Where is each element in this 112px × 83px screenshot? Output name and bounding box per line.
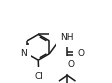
Text: NH: NH — [60, 33, 73, 42]
Text: Cl: Cl — [34, 72, 43, 81]
Text: O: O — [67, 60, 74, 69]
Text: N: N — [19, 49, 26, 58]
Text: O: O — [77, 49, 84, 58]
